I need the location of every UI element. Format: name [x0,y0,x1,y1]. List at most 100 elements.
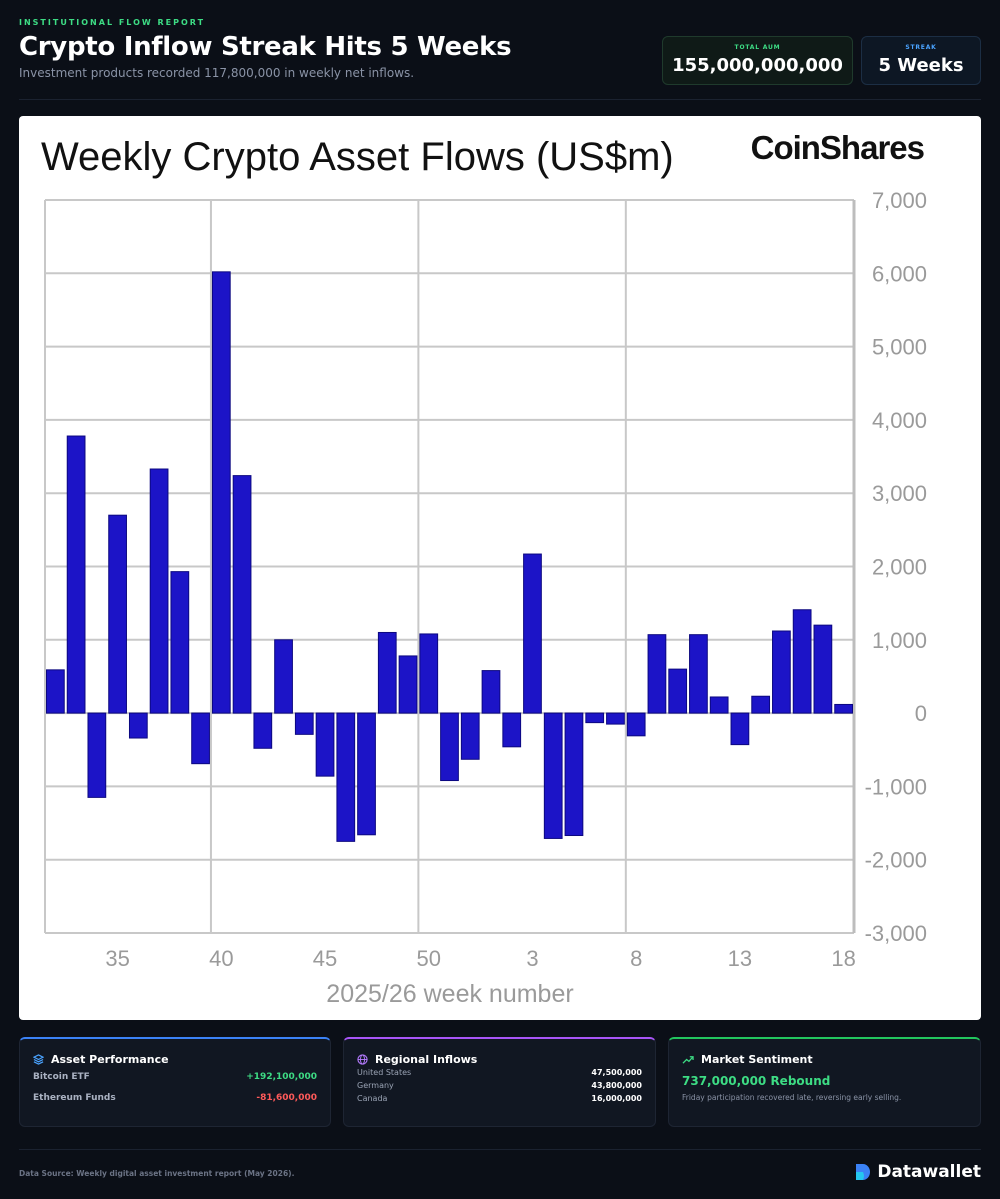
y-tick-label: -1,000 [865,774,927,799]
x-tick-label: 13 [728,946,752,971]
coinshares-logo: CoinShares [751,129,924,166]
asset-performance-title: Asset Performance [51,1053,169,1066]
x-tick-label: 50 [417,946,441,971]
asset-performance-card: Asset Performance Bitcoin ETF +192,100,0… [19,1037,331,1127]
y-tick-label: -2,000 [865,848,927,873]
region-name: Canada [357,1094,388,1103]
total-aum-stat: TOTAL AUM 155,000,000,000 [662,36,853,85]
y-tick-label: -3,000 [865,921,927,946]
y-tick-label: 1,000 [872,628,927,653]
flow-bar-week-42 [253,712,273,749]
x-tick-label: 3 [526,946,538,971]
y-tick-label: 7,000 [872,188,927,213]
flow-bar-week-50 [419,633,439,714]
globe-icon [357,1054,368,1065]
x-tick-label: 40 [209,946,233,971]
flow-bar-week-5 [564,712,584,837]
flow-bar-week-52 [460,712,480,760]
x-tick-label: 35 [105,946,129,971]
regional-inflows-title: Regional Inflows [375,1053,478,1066]
x-tick-label: 18 [831,946,855,971]
datawallet-brand-name: Datawallet [877,1162,981,1182]
sentiment-description: Friday participation recovered late, rev… [682,1093,902,1102]
asset-name: Bitcoin ETF [33,1072,90,1082]
flow-bar-week-34 [87,712,107,798]
flows-bar-chart: 7,000 6,000 5,000 4,000 3,000 2,000 1,000 0 -1,0… [41,129,927,1008]
regional-inflows-card: Regional Inflows United States 47,500,00… [343,1037,656,1127]
x-tick-label: 8 [630,946,642,971]
asset-value: +192,100,000 [246,1072,317,1082]
total-aum-value: 155,000,000,000 [672,55,843,76]
flow-bar-week-39 [191,712,210,765]
asset-performance-header: Asset Performance [33,1053,317,1066]
flow-bar-week-2 [502,712,522,748]
region-name: United States [357,1068,412,1077]
flow-bar-week-15 [772,630,791,714]
flow-bar-week-17 [813,624,833,714]
report-header: INSTITUTIONAL FLOW REPORT Crypto Inflow … [19,14,981,100]
y-tick-label: 2,000 [872,555,927,580]
flow-bar-week-48 [377,631,397,714]
report-eyebrow: INSTITUTIONAL FLOW REPORT [19,18,206,27]
page-subtitle: Investment products recorded 117,800,000… [19,66,415,80]
data-source-note: Data Source: Weekly digital asset invest… [19,1169,295,1178]
flow-bar-week-40 [211,271,231,714]
flow-bar-week-47 [357,712,376,836]
y-tick-label: 0 [915,701,927,726]
flow-bar-week-10 [668,668,688,714]
flow-bar-week-51 [440,712,459,782]
y-tick-label: 3,000 [872,481,927,506]
summary-cards: Asset Performance Bitcoin ETF +192,100,0… [19,1037,981,1127]
asset-name: Ethereum Funds [33,1093,116,1103]
region-value: 16,000,000 [591,1094,642,1103]
flow-bar-week-3 [523,553,542,714]
flow-bar-week-7 [606,712,625,725]
flow-bar-week-12 [709,696,729,714]
asset-row: Ethereum Funds -81,600,000 [33,1087,317,1108]
flow-bar-week-1 [481,670,501,714]
report-footer: Data Source: Weekly digital asset invest… [19,1149,981,1189]
regional-inflows-header: Regional Inflows [357,1053,642,1066]
flow-bar-week-46 [336,712,356,842]
asset-value: -81,600,000 [256,1093,317,1103]
flow-bar-week-49 [398,655,418,714]
flow-bar-week-4 [543,712,563,839]
flow-bar-week-37 [149,468,169,714]
flow-bar-week-13 [730,712,750,746]
flow-bar-week-35 [108,514,127,714]
flows-chart-card: 7,000 6,000 5,000 4,000 3,000 2,000 1,000 0 -1,0… [19,116,981,1020]
streak-label: STREAK [905,44,937,51]
flow-bar-week-14 [751,695,771,714]
region-row: Germany 43,800,000 [357,1079,642,1092]
market-sentiment-header: Market Sentiment [682,1053,967,1066]
market-sentiment-card: Market Sentiment 737,000,000 Rebound Fri… [668,1037,981,1127]
flow-bar-week-16 [792,609,812,714]
flow-bar-week-6 [585,712,605,724]
asset-row: Bitcoin ETF +192,100,000 [33,1066,317,1087]
page-title: Crypto Inflow Streak Hits 5 Weeks [19,32,512,62]
flow-bar-week-45 [315,712,335,777]
flow-bar-week-33 [66,435,86,714]
market-sentiment-title: Market Sentiment [701,1053,813,1066]
flow-bar-week-32 [46,669,65,714]
total-aum-label: TOTAL AUM [734,44,781,51]
streak-value: 5 Weeks [878,55,964,76]
region-row: United States 47,500,000 [357,1066,642,1079]
sentiment-value: 737,000,000 Rebound [682,1074,831,1088]
flow-bar-week-11 [689,634,708,714]
flow-bar-week-38 [170,571,190,714]
y-tick-label: 5,000 [872,335,927,360]
flow-bar-week-36 [128,712,148,739]
flow-bar-week-43 [274,639,293,714]
x-tick-label: 45 [313,946,337,971]
trending-up-icon [682,1056,694,1064]
flow-bar-week-8 [626,712,646,737]
flow-bar-week-9 [647,634,667,714]
y-tick-label: 4,000 [872,408,927,433]
datawallet-logo-icon [856,1164,871,1180]
streak-stat: STREAK 5 Weeks [861,36,981,85]
chart-title: Weekly Crypto Asset Flows (US$m) [41,135,674,179]
flow-bar-week-44 [294,712,314,735]
flow-bar-week-41 [232,475,252,714]
region-name: Germany [357,1081,394,1090]
